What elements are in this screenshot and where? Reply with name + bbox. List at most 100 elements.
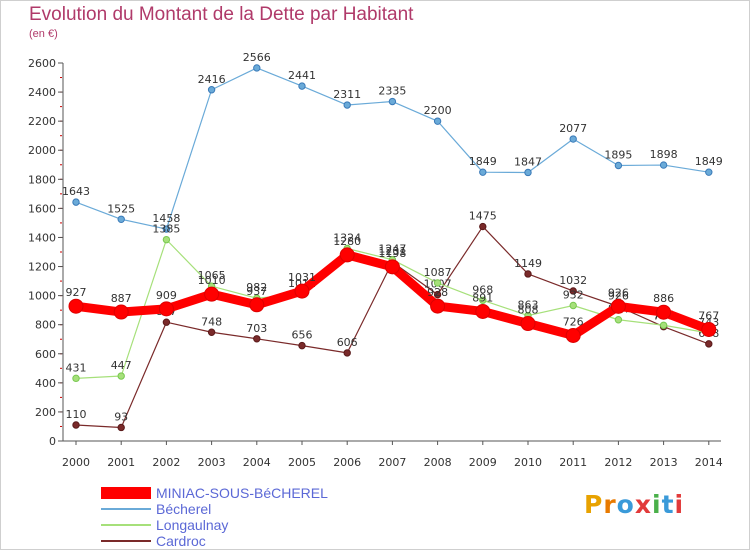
data-label: 2335 [378,85,406,98]
data-point [701,321,717,337]
data-point [72,198,80,206]
logo-letter: t [661,490,675,519]
data-label: 863 [518,299,539,312]
data-point [204,286,220,302]
data-label: 909 [156,289,177,302]
y-tick-label: 1600 [28,202,56,215]
legend-label-becherel: Bécherel [156,501,212,517]
data-label: 937 [246,285,267,298]
data-label: 606 [337,336,358,349]
x-tick-label: 2009 [469,456,497,469]
data-point [162,225,171,233]
data-point [253,335,261,343]
legend-label-cardroc: Cardroc [156,533,206,549]
data-label: 447 [111,359,132,372]
data-point [298,82,306,90]
legend-swatch-becherel [101,508,151,510]
data-point [520,316,536,332]
data-point [207,86,216,94]
data-point [569,301,577,310]
unit-label: (en €) [29,28,58,40]
data-label: 926 [608,286,629,299]
y-tick-label: 600 [35,348,56,361]
legend-label-miniac: MINIAC-SOUS-BéCHEREL [156,485,328,501]
data-point [158,301,174,317]
data-point [524,270,532,278]
data-point [656,304,672,320]
data-point [68,298,84,314]
series-miniac-sous-b-cherel: 927 887 909 1010 937 1031 1280 1198 928 891 808 726… [66,235,719,343]
logo-letter: P [584,490,604,519]
data-point [298,341,306,350]
x-tick-label: 2003 [198,456,226,469]
data-point [705,168,713,176]
data-label: 2311 [333,88,361,101]
data-label: 1475 [469,210,497,223]
y-tick-label: 1800 [28,173,56,186]
data-label: 1849 [695,155,723,168]
data-point [524,168,532,177]
x-tick-label: 2008 [424,456,452,469]
data-point [569,135,577,143]
data-point [433,279,442,287]
data-label: 748 [201,315,222,328]
data-label: 767 [698,309,719,322]
data-label: 2441 [288,69,316,82]
data-point [343,101,351,109]
data-point [207,328,216,336]
data-label: 1280 [333,235,361,248]
data-label: 726 [563,315,584,328]
data-label: 1643 [62,185,90,198]
data-label: 891 [472,291,493,304]
data-point [294,283,310,299]
line-chart: 0 200 400 600 800 1000 1200 1400 1600 1800 2000 220… [28,51,723,469]
data-label: 808 [518,304,539,317]
data-point [72,374,80,383]
data-label: 982 [246,281,267,294]
data-label: 703 [246,322,267,335]
data-label: 1010 [198,274,226,287]
data-label: 887 [111,292,132,305]
data-point [162,318,171,326]
data-point [339,247,355,263]
x-tick-label: 2006 [333,456,361,469]
y-tick-label: 200 [35,406,56,419]
data-label: 1198 [378,247,406,260]
data-point [659,161,668,169]
data-point [249,297,265,313]
data-point [565,327,581,343]
x-tick-label: 2004 [243,456,271,469]
data-label: 926 [608,289,629,302]
y-tick-label: 400 [35,377,56,390]
x-tick-label: 2012 [604,456,632,469]
x-tick-label: 2010 [514,456,542,469]
data-label: 2077 [559,122,587,135]
data-label: 1847 [514,155,542,168]
logo-letter: o [616,490,635,519]
logo-letter: r [603,490,617,519]
data-label: 928 [427,286,448,299]
legend-label-longaulnay: Longaulnay [156,517,229,533]
data-point [479,222,487,231]
data-point [433,290,442,299]
y-tick-label: 1000 [28,290,56,303]
data-label: 1087 [424,266,452,279]
data-point [659,321,668,329]
x-tick-label: 2005 [288,456,316,469]
data-point [343,349,351,357]
logo-letter: i [652,490,662,519]
data-label: 1324 [333,232,361,245]
data-point [117,215,125,223]
data-label: 932 [563,289,584,302]
data-label: 2200 [424,104,452,117]
x-tick-label: 2013 [650,456,678,469]
y-tick-label: 2600 [28,57,56,70]
y-tick-label: 1400 [28,231,56,244]
data-label: 1231 [378,245,406,258]
y-tick-label: 1200 [28,261,56,274]
data-label: 1032 [559,274,587,287]
data-label: 1065 [198,269,226,282]
data-label: 93 [114,410,128,423]
data-label: 1247 [378,243,406,256]
data-label: 927 [66,286,87,299]
